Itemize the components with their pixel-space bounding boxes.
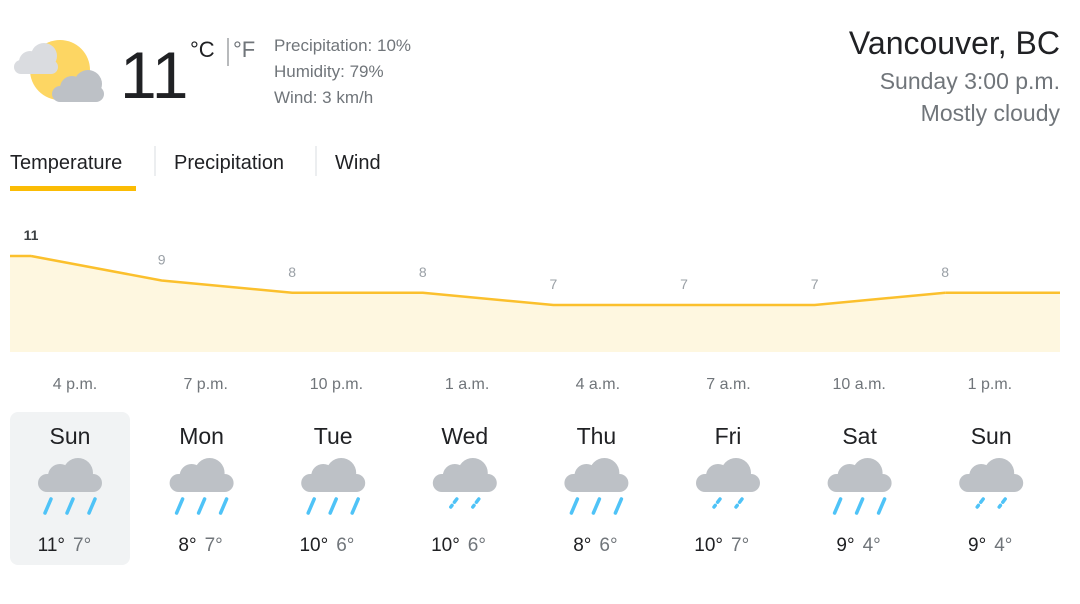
time-label: 7 p.m. bbox=[183, 376, 227, 393]
high-temp: 11° bbox=[38, 535, 65, 556]
tab[interactable]: Wind bbox=[335, 152, 381, 174]
day-name: Sun bbox=[971, 423, 1012, 449]
rain-drop bbox=[854, 497, 865, 515]
rain-drop bbox=[997, 497, 1007, 509]
unit-c[interactable]: °C bbox=[190, 37, 215, 62]
rain-icon bbox=[959, 458, 1024, 509]
temp-label: 7 bbox=[811, 276, 819, 292]
day-name: Sun bbox=[50, 423, 91, 449]
rain-drop bbox=[734, 497, 744, 509]
rain-drop bbox=[328, 497, 338, 515]
cloud-part bbox=[959, 474, 1024, 492]
rain-drop bbox=[350, 497, 360, 515]
rain-drop bbox=[591, 497, 602, 515]
rain-icon bbox=[38, 458, 102, 515]
temp-label: 11 bbox=[24, 227, 39, 243]
temp-label: 7 bbox=[550, 276, 558, 292]
temperature-line bbox=[30, 254, 946, 307]
high-temp: 8° bbox=[178, 535, 196, 556]
high-temp: 8° bbox=[573, 535, 591, 556]
cloud-part bbox=[169, 474, 234, 492]
high-temp: 9° bbox=[968, 535, 986, 556]
day-name: Wed bbox=[441, 423, 488, 449]
tab-indicator bbox=[10, 186, 136, 191]
day-name: Thu bbox=[577, 423, 617, 449]
cloud-part bbox=[696, 474, 760, 492]
rain-icon bbox=[696, 458, 760, 509]
rain-drop bbox=[174, 497, 185, 515]
temp-label: 8 bbox=[288, 264, 296, 280]
rain-drop bbox=[569, 497, 580, 515]
day-name: Tue bbox=[314, 423, 353, 449]
low-temp: 4° bbox=[863, 535, 881, 556]
rain-icon bbox=[564, 458, 629, 515]
rain-icon bbox=[169, 458, 234, 515]
time-label: 10 a.m. bbox=[833, 376, 886, 393]
time-label: 1 a.m. bbox=[445, 376, 489, 393]
tab[interactable]: Precipitation bbox=[174, 152, 284, 174]
time-label: 7 a.m. bbox=[706, 376, 750, 393]
high-temp: 10° bbox=[694, 535, 723, 556]
day-name: Sat bbox=[842, 423, 877, 449]
cloud-part bbox=[827, 474, 892, 492]
time-label: 4 a.m. bbox=[576, 376, 620, 393]
condition: Mostly cloudy bbox=[921, 100, 1061, 126]
rain-drop bbox=[613, 497, 624, 515]
high-temp: 9° bbox=[836, 535, 854, 556]
day-name: Mon bbox=[179, 423, 224, 449]
rain-drop bbox=[218, 497, 229, 515]
detail: Humidity: 79% bbox=[274, 62, 384, 81]
rain-drop bbox=[43, 497, 53, 515]
low-temp: 6° bbox=[599, 535, 617, 556]
time-label: 4 p.m. bbox=[53, 376, 97, 393]
rain-drop bbox=[196, 497, 207, 515]
low-temp: 7° bbox=[73, 535, 91, 556]
rain-drop bbox=[975, 497, 985, 509]
temp-label: 9 bbox=[158, 252, 166, 268]
temp-label: 8 bbox=[941, 264, 949, 280]
current-temp: 11 bbox=[120, 38, 189, 112]
low-temp: 7° bbox=[205, 535, 223, 556]
tab[interactable]: Temperature bbox=[10, 152, 122, 174]
day-name: Fri bbox=[715, 423, 742, 449]
temp-label: 7 bbox=[680, 276, 688, 292]
rain-icon bbox=[432, 458, 497, 509]
cloud-part bbox=[432, 474, 497, 492]
current-icon bbox=[14, 40, 104, 102]
temp-label: 8 bbox=[419, 264, 427, 280]
rain-drop bbox=[876, 497, 887, 515]
rain-icon bbox=[301, 458, 366, 515]
low-temp: 7° bbox=[731, 535, 749, 556]
rain-drop bbox=[712, 497, 722, 509]
time-label: 10 p.m. bbox=[310, 376, 363, 393]
cloud-part bbox=[301, 474, 366, 492]
rain-drop bbox=[471, 497, 481, 509]
high-temp: 10° bbox=[299, 535, 328, 556]
low-temp: 4° bbox=[994, 535, 1012, 556]
cloud-part bbox=[38, 474, 102, 492]
rain-drop bbox=[306, 497, 316, 515]
time: Sunday 3:00 p.m. bbox=[880, 68, 1060, 94]
low-temp: 6° bbox=[336, 535, 354, 556]
time-label: 1 p.m. bbox=[968, 376, 1012, 393]
rain-drop bbox=[449, 497, 459, 509]
rain-icon bbox=[827, 458, 892, 515]
detail: Precipitation: 10% bbox=[274, 36, 411, 55]
cloud-part bbox=[564, 474, 629, 492]
detail: Wind: 3 km/h bbox=[274, 88, 373, 107]
low-temp: 6° bbox=[468, 535, 486, 556]
rain-drop bbox=[87, 497, 97, 515]
high-temp: 10° bbox=[431, 535, 460, 556]
rain-drop bbox=[832, 497, 843, 515]
rain-drop bbox=[65, 497, 75, 515]
unit-f[interactable]: °F bbox=[233, 37, 255, 62]
location: Vancouver, BC bbox=[849, 25, 1060, 61]
